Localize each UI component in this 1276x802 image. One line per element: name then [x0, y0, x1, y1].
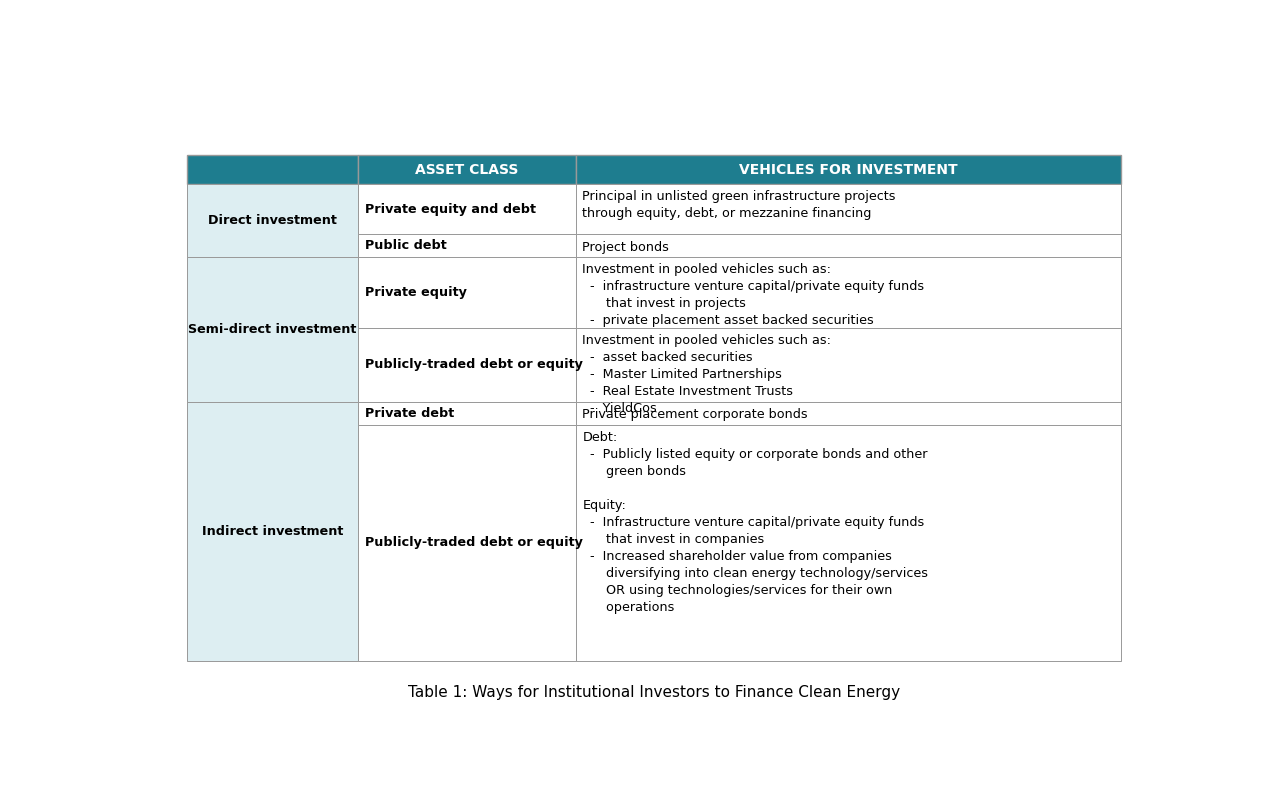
Bar [575, 402, 1120, 425]
Bar [575, 234, 1120, 257]
Text: Publicly-traded debt or equity: Publicly-traded debt or equity [365, 537, 583, 549]
Text: Project bonds: Project bonds [582, 241, 670, 253]
Text: Indirect investment: Indirect investment [202, 525, 343, 538]
Text: VEHICLES FOR INVESTMENT: VEHICLES FOR INVESTMENT [739, 163, 957, 176]
Text: Table 1: Ways for Institutional Investors to Finance Clean Energy: Table 1: Ways for Institutional Investor… [408, 685, 900, 699]
Text: Investment in pooled vehicles such as:
  -  infrastructure venture capital/priva: Investment in pooled vehicles such as: -… [582, 263, 925, 327]
Bar [188, 257, 359, 402]
Text: Publicly-traded debt or equity: Publicly-traded debt or equity [365, 358, 583, 371]
Text: Private placement corporate bonds: Private placement corporate bonds [582, 408, 808, 421]
Bar [359, 425, 575, 662]
Text: Direct investment: Direct investment [208, 214, 337, 227]
Text: Debt:
  -  Publicly listed equity or corporate bonds and other
      green bonds: Debt: - Publicly listed equity or corpor… [582, 431, 929, 614]
Bar [575, 184, 1120, 234]
Text: ASSET CLASS: ASSET CLASS [415, 163, 518, 176]
Text: Semi-direct investment: Semi-direct investment [189, 323, 357, 336]
Bar [359, 184, 575, 234]
Bar [575, 257, 1120, 328]
Bar [359, 155, 575, 184]
Text: Principal in unlisted green infrastructure projects
through equity, debt, or mez: Principal in unlisted green infrastructu… [582, 190, 896, 221]
Bar [359, 234, 575, 257]
Bar [575, 328, 1120, 402]
Text: Investment in pooled vehicles such as:
  -  asset backed securities
  -  Master : Investment in pooled vehicles such as: -… [582, 334, 832, 415]
Bar [359, 257, 575, 328]
Bar [188, 155, 359, 184]
Text: Private debt: Private debt [365, 407, 454, 419]
Text: Private equity and debt: Private equity and debt [365, 203, 536, 216]
Bar [359, 402, 575, 425]
Bar [575, 425, 1120, 662]
Bar [188, 402, 359, 662]
Bar [575, 155, 1120, 184]
Bar [188, 184, 359, 257]
Text: Public debt: Public debt [365, 239, 447, 253]
Text: Private equity: Private equity [365, 286, 467, 299]
Bar [359, 328, 575, 402]
